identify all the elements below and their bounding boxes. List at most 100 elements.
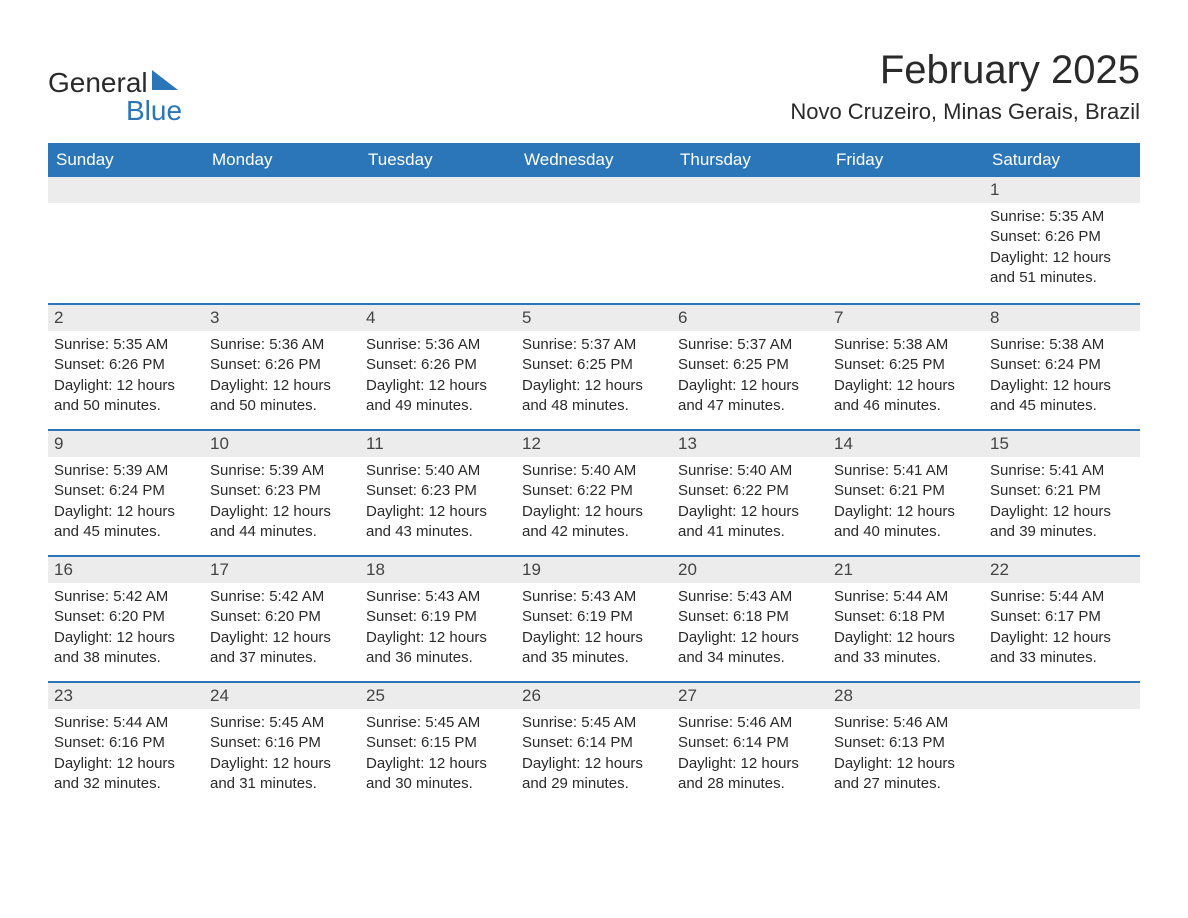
calendar-cell: 10Sunrise: 5:39 AMSunset: 6:23 PMDayligh… xyxy=(204,429,360,555)
sunset-line: Sunset: 6:24 PM xyxy=(990,355,1134,375)
calendar-cell: 6Sunrise: 5:37 AMSunset: 6:25 PMDaylight… xyxy=(672,303,828,429)
day-number: 18 xyxy=(360,555,516,583)
day-content: Sunrise: 5:40 AMSunset: 6:22 PMDaylight:… xyxy=(672,457,828,548)
day-content: Sunrise: 5:39 AMSunset: 6:23 PMDaylight:… xyxy=(204,457,360,548)
daylight-line: Daylight: 12 hours and 29 minutes. xyxy=(522,754,666,795)
calendar-cell: 21Sunrise: 5:44 AMSunset: 6:18 PMDayligh… xyxy=(828,555,984,681)
calendar-cell: 24Sunrise: 5:45 AMSunset: 6:16 PMDayligh… xyxy=(204,681,360,807)
calendar-cell: 13Sunrise: 5:40 AMSunset: 6:22 PMDayligh… xyxy=(672,429,828,555)
weekday-header: Sunday xyxy=(48,143,204,177)
sunset-line: Sunset: 6:25 PM xyxy=(678,355,822,375)
calendar-cell xyxy=(672,177,828,303)
calendar-cell xyxy=(984,681,1140,807)
day-number: 3 xyxy=(204,303,360,331)
daylight-line: Daylight: 12 hours and 27 minutes. xyxy=(834,754,978,795)
day-content: Sunrise: 5:44 AMSunset: 6:16 PMDaylight:… xyxy=(48,709,204,800)
empty-day xyxy=(672,177,828,203)
title-block: February 2025 Novo Cruzeiro, Minas Gerai… xyxy=(790,48,1140,125)
sunset-line: Sunset: 6:23 PM xyxy=(366,481,510,501)
calendar-cell: 20Sunrise: 5:43 AMSunset: 6:18 PMDayligh… xyxy=(672,555,828,681)
sunrise-line: Sunrise: 5:46 AM xyxy=(834,713,978,733)
calendar-cell xyxy=(516,177,672,303)
page-header: General Blue February 2025 Novo Cruzeiro… xyxy=(48,48,1140,125)
day-number: 9 xyxy=(48,429,204,457)
sunrise-line: Sunrise: 5:44 AM xyxy=(834,587,978,607)
daylight-line: Daylight: 12 hours and 51 minutes. xyxy=(990,248,1134,289)
calendar-row: 9 Sunrise: 5:39 AM Sunset: 6:24 PM Daylight… xyxy=(48,429,1140,555)
day-number: 10 xyxy=(204,429,360,457)
calendar-cell: 15Sunrise: 5:41 AMSunset: 6:21 PMDayligh… xyxy=(984,429,1140,555)
daylight-line: Daylight: 12 hours and 30 minutes. xyxy=(366,754,510,795)
day-content: Sunrise: 5:42 AMSunset: 6:20 PMDaylight:… xyxy=(48,583,204,674)
daylight-line: Daylight: 12 hours and 33 minutes. xyxy=(990,628,1134,669)
day-content: Sunrise: 5:43 AMSunset: 6:19 PMDaylight:… xyxy=(516,583,672,674)
sunrise-line: Sunrise: 5:40 AM xyxy=(678,461,822,481)
sunrise-line: Sunrise: 5:43 AM xyxy=(366,587,510,607)
day-content: Sunrise: 5:35 AMSunset: 6:26 PMDaylight:… xyxy=(984,203,1140,294)
month-title: February 2025 xyxy=(790,48,1140,93)
sunrise-line: Sunrise: 5:36 AM xyxy=(210,335,354,355)
day-number: 7 xyxy=(828,303,984,331)
sunset-line: Sunset: 6:23 PM xyxy=(210,481,354,501)
sunrise-line: Sunrise: 5:39 AM xyxy=(210,461,354,481)
sunset-line: Sunset: 6:24 PM xyxy=(54,481,198,501)
calendar-cell: 18Sunrise: 5:43 AMSunset: 6:19 PMDayligh… xyxy=(360,555,516,681)
sunrise-line: Sunrise: 5:42 AM xyxy=(54,587,198,607)
sunset-line: Sunset: 6:25 PM xyxy=(522,355,666,375)
sunrise-line: Sunrise: 5:44 AM xyxy=(990,587,1134,607)
sunrise-line: Sunrise: 5:45 AM xyxy=(210,713,354,733)
sunrise-line: Sunrise: 5:43 AM xyxy=(522,587,666,607)
calendar-row: 23Sunrise: 5:44 AMSunset: 6:16 PMDayligh… xyxy=(48,681,1140,807)
calendar-cell: 19Sunrise: 5:43 AMSunset: 6:19 PMDayligh… xyxy=(516,555,672,681)
daylight-line: Daylight: 12 hours and 38 minutes. xyxy=(54,628,198,669)
sunset-line: Sunset: 6:26 PM xyxy=(210,355,354,375)
day-number: 12 xyxy=(516,429,672,457)
day-content: Sunrise: 5:41 AMSunset: 6:21 PMDaylight:… xyxy=(984,457,1140,548)
sunrise-line: Sunrise: 5:40 AM xyxy=(522,461,666,481)
daylight-line: Daylight: 12 hours and 34 minutes. xyxy=(678,628,822,669)
daylight-line: Daylight: 12 hours and 50 minutes. xyxy=(54,376,198,417)
sunset-line: Sunset: 6:21 PM xyxy=(990,481,1134,501)
day-number: 15 xyxy=(984,429,1140,457)
empty-day xyxy=(204,177,360,203)
sunrise-line: Sunrise: 5:35 AM xyxy=(990,207,1134,227)
empty-day xyxy=(828,177,984,203)
daylight-line: Daylight: 12 hours and 45 minutes. xyxy=(990,376,1134,417)
sunset-line: Sunset: 6:22 PM xyxy=(678,481,822,501)
calendar-cell: 7Sunrise: 5:38 AMSunset: 6:25 PMDaylight… xyxy=(828,303,984,429)
empty-day xyxy=(984,681,1140,709)
day-content: Sunrise: 5:45 AMSunset: 6:15 PMDaylight:… xyxy=(360,709,516,800)
calendar-cell: 5Sunrise: 5:37 AMSunset: 6:25 PMDaylight… xyxy=(516,303,672,429)
day-content: Sunrise: 5:44 AMSunset: 6:18 PMDaylight:… xyxy=(828,583,984,674)
sunrise-line: Sunrise: 5:42 AM xyxy=(210,587,354,607)
weekday-header: Friday xyxy=(828,143,984,177)
day-content: Sunrise: 5:43 AMSunset: 6:18 PMDaylight:… xyxy=(672,583,828,674)
logo-text-blue: Blue xyxy=(126,97,182,125)
daylight-line: Daylight: 12 hours and 50 minutes. xyxy=(210,376,354,417)
empty-day xyxy=(516,177,672,203)
sunset-line: Sunset: 6:20 PM xyxy=(210,607,354,627)
calendar-cell: 2Sunrise: 5:35 AMSunset: 6:26 PMDaylight… xyxy=(48,303,204,429)
day-number: 6 xyxy=(672,303,828,331)
calendar-cell: 11Sunrise: 5:40 AMSunset: 6:23 PMDayligh… xyxy=(360,429,516,555)
weekday-header: Monday xyxy=(204,143,360,177)
calendar-cell xyxy=(360,177,516,303)
day-content: Sunrise: 5:46 AMSunset: 6:14 PMDaylight:… xyxy=(672,709,828,800)
daylight-line: Daylight: 12 hours and 43 minutes. xyxy=(366,502,510,543)
day-number: 26 xyxy=(516,681,672,709)
daylight-line: Daylight: 12 hours and 46 minutes. xyxy=(834,376,978,417)
sunrise-line: Sunrise: 5:45 AM xyxy=(522,713,666,733)
sunrise-line: Sunrise: 5:43 AM xyxy=(678,587,822,607)
calendar-cell: 22Sunrise: 5:44 AMSunset: 6:17 PMDayligh… xyxy=(984,555,1140,681)
weekday-header: Wednesday xyxy=(516,143,672,177)
day-number: 20 xyxy=(672,555,828,583)
calendar-cell: 23Sunrise: 5:44 AMSunset: 6:16 PMDayligh… xyxy=(48,681,204,807)
sunset-line: Sunset: 6:14 PM xyxy=(678,733,822,753)
day-number: 28 xyxy=(828,681,984,709)
sunset-line: Sunset: 6:26 PM xyxy=(990,227,1134,247)
sunset-line: Sunset: 6:18 PM xyxy=(834,607,978,627)
day-number: 19 xyxy=(516,555,672,583)
day-content: Sunrise: 5:42 AMSunset: 6:20 PMDaylight:… xyxy=(204,583,360,674)
day-content: Sunrise: 5:36 AMSunset: 6:26 PMDaylight:… xyxy=(360,331,516,422)
daylight-line: Daylight: 12 hours and 35 minutes. xyxy=(522,628,666,669)
